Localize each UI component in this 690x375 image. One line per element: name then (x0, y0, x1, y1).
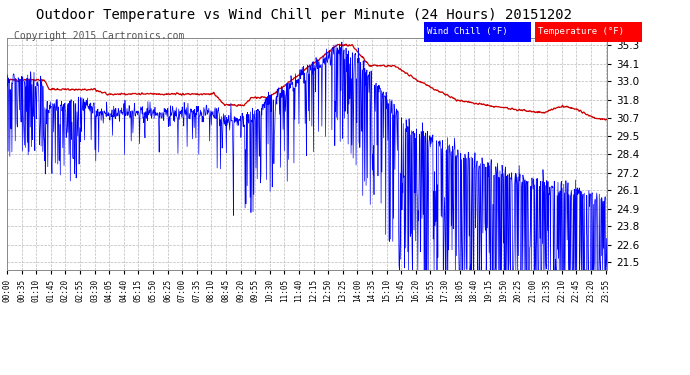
Text: Copyright 2015 Cartronics.com: Copyright 2015 Cartronics.com (14, 32, 184, 41)
Text: Temperature (°F): Temperature (°F) (538, 27, 624, 36)
Text: Outdoor Temperature vs Wind Chill per Minute (24 Hours) 20151202: Outdoor Temperature vs Wind Chill per Mi… (36, 8, 571, 21)
Text: Wind Chill (°F): Wind Chill (°F) (427, 27, 508, 36)
